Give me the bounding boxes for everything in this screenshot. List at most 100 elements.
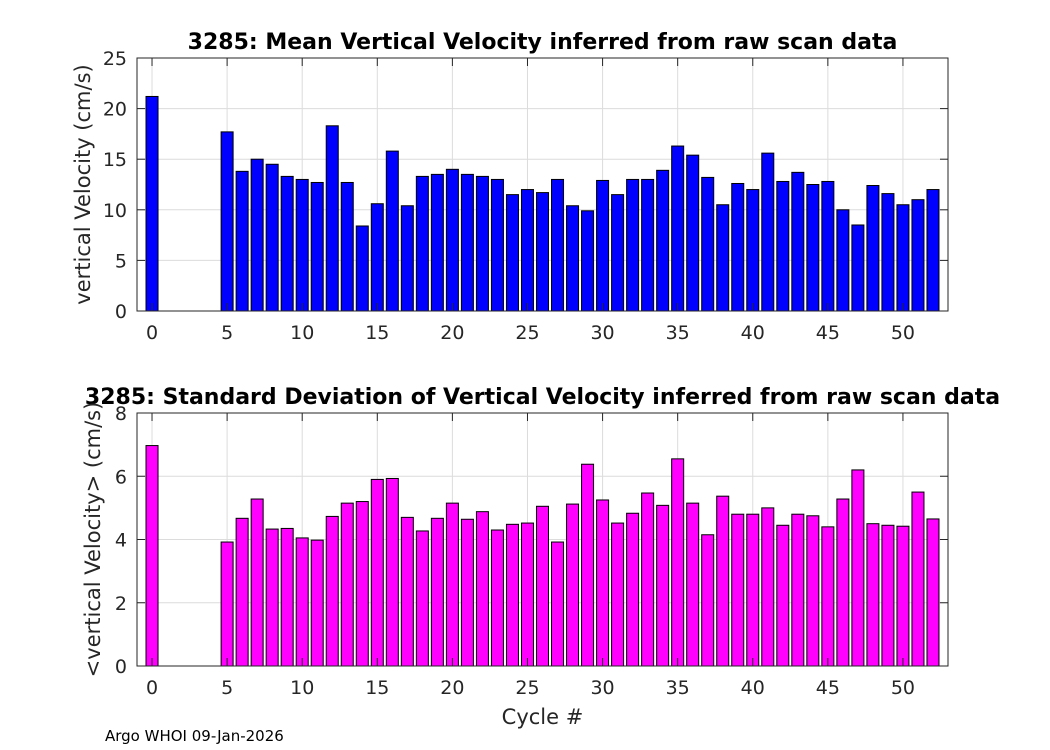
- chart2-bar-cycle-29: [581, 463, 595, 667]
- chart2-x-tick-label: 10: [290, 677, 314, 699]
- chart2-bar-cycle-20: [445, 502, 459, 667]
- chart1-bar-cycle-36: [686, 154, 700, 312]
- chart1-bar-cycle-25: [520, 189, 534, 312]
- chart1-bar-cycle-13: [340, 181, 354, 312]
- chart1-bar-cycle-43: [791, 171, 805, 312]
- chart1-x-tick-label: 10: [290, 322, 314, 344]
- chart1-bar-cycle-9: [280, 175, 294, 312]
- chart1-bar-cycle-31: [611, 194, 625, 312]
- chart2-bar-cycle-11: [310, 539, 324, 667]
- chart1-bar-cycle-24: [505, 194, 519, 312]
- chart2-x-tick-label: 35: [666, 677, 690, 699]
- chart1-bar-cycle-14: [355, 225, 369, 312]
- chart1-bar-cycle-16: [385, 150, 399, 312]
- chart1-x-tick-label: 50: [891, 322, 915, 344]
- chart2-x-tick-label: 0: [146, 677, 158, 699]
- chart1-bar-cycle-50: [896, 204, 910, 312]
- chart2-bar-cycle-49: [881, 524, 895, 667]
- chart1-bar-cycle-48: [866, 185, 880, 312]
- chart2-y-tick-label: 6: [115, 466, 127, 488]
- chart2-bar-cycle-10: [295, 537, 309, 667]
- chart1-x-tick-label: 5: [221, 322, 233, 344]
- chart1-bar-cycle-49: [881, 193, 895, 312]
- chart2-x-tick-label: 5: [221, 677, 233, 699]
- chart1-bar-cycle-5: [220, 131, 234, 312]
- chart2-bar-cycle-30: [596, 499, 610, 667]
- chart2-bar-cycle-28: [566, 503, 580, 667]
- chart1-bar-cycle-35: [671, 145, 685, 312]
- chart1-y-tick-label: 20: [103, 99, 127, 121]
- chart2-bar-cycle-42: [776, 524, 790, 667]
- chart1-x-tick-label: 40: [741, 322, 765, 344]
- chart1-x-tick-label: 0: [146, 322, 158, 344]
- chart1-bar-cycle-6: [235, 170, 249, 312]
- chart2-y-tick-label: 0: [115, 656, 127, 678]
- chart1-bar-cycle-38: [716, 204, 730, 312]
- chart1-bar-cycle-44: [806, 184, 820, 312]
- footer-credit: Argo WHOI 09-Jan-2026: [105, 727, 284, 745]
- chart2-x-tick-label: 50: [891, 677, 915, 699]
- chart2-bar-cycle-15: [370, 478, 384, 667]
- chart1-bar-cycle-52: [926, 189, 940, 312]
- chart1-bar-cycle-19: [430, 173, 444, 312]
- chart1-bar-cycle-39: [731, 182, 745, 312]
- chart1-bar-cycle-26: [535, 192, 550, 312]
- chart2-y-tick-label: 8: [115, 403, 127, 425]
- chart1-bar-cycle-7: [250, 158, 264, 312]
- chart2-bar-cycle-8: [265, 528, 279, 667]
- chart2-bar-cycle-19: [430, 517, 444, 667]
- chart2-bar-cycle-36: [686, 502, 700, 667]
- chart1-x-tick-label: 35: [666, 322, 690, 344]
- chart2-x-tick-label: 20: [440, 677, 464, 699]
- chart2-bar-cycle-26: [535, 505, 550, 667]
- chart1-bar-cycle-15: [370, 203, 384, 312]
- chart2-bar-cycle-38: [716, 495, 730, 667]
- chart2-bar-cycle-17: [400, 516, 414, 667]
- chart2-bar-cycle-43: [791, 513, 805, 667]
- chart1-bar-cycle-34: [656, 169, 670, 312]
- chart2-title: 3285: Standard Deviation of Vertical Vel…: [85, 385, 1000, 410]
- chart1-bar-cycle-47: [851, 224, 865, 312]
- chart1-bar-cycle-33: [641, 178, 655, 312]
- chart1-bar-cycle-37: [701, 176, 715, 312]
- chart2-bar-cycle-45: [821, 526, 835, 667]
- chart1-bar-cycle-27: [551, 178, 565, 312]
- chart2-bar-cycle-23: [490, 529, 504, 667]
- chart1-y-tick-label: 5: [115, 250, 127, 272]
- chart1-bar-cycle-20: [445, 168, 459, 312]
- chart2-bar-cycle-33: [641, 492, 655, 667]
- chart2-bar-cycle-39: [731, 513, 745, 667]
- chart1-bar-cycle-21: [460, 173, 474, 312]
- chart2-bar-cycle-31: [611, 522, 625, 667]
- chart2-bar-cycle-24: [505, 523, 519, 667]
- chart1-bar-cycle-42: [776, 180, 790, 312]
- chart2-bar-cycle-27: [551, 541, 565, 667]
- chart1-axes-frame: [136, 57, 949, 312]
- chart2-bar-cycle-51: [911, 491, 925, 667]
- chart1-bar-cycle-18: [415, 175, 429, 312]
- chart1-bar-cycle-17: [400, 205, 414, 312]
- chart1-bar-cycle-11: [310, 181, 324, 312]
- chart1-bar-cycle-29: [581, 210, 595, 312]
- chart2-x-tick-label: 30: [590, 677, 614, 699]
- chart2-y-tick-label: 2: [115, 593, 127, 615]
- chart2-bar-cycle-14: [355, 501, 369, 667]
- chart2-bar-cycle-22: [475, 511, 489, 667]
- chart2-bar-cycle-0: [145, 445, 159, 667]
- chart2-bar-cycle-47: [851, 469, 865, 667]
- chart1-x-tick-label: 25: [515, 322, 539, 344]
- chart1-x-tick-label: 20: [440, 322, 464, 344]
- chart2-bar-cycle-52: [926, 518, 940, 667]
- chart2-bar-cycle-25: [520, 522, 534, 667]
- chart1-y-axis-label: vertical Velocity (cm/s): [71, 64, 95, 304]
- chart1-x-tick-label: 15: [365, 322, 389, 344]
- chart2-bar-cycle-12: [325, 515, 339, 667]
- chart2-bar-cycle-32: [626, 512, 640, 667]
- chart1-bar-cycle-46: [836, 209, 850, 312]
- chart2-bar-cycle-7: [250, 498, 264, 667]
- chart1-bar-cycle-40: [746, 189, 760, 312]
- chart1-x-tick-label: 45: [816, 322, 840, 344]
- chart2-bar-cycle-34: [656, 504, 670, 667]
- chart1-bar-cycle-45: [821, 180, 835, 312]
- chart2-bar-cycle-35: [671, 458, 685, 667]
